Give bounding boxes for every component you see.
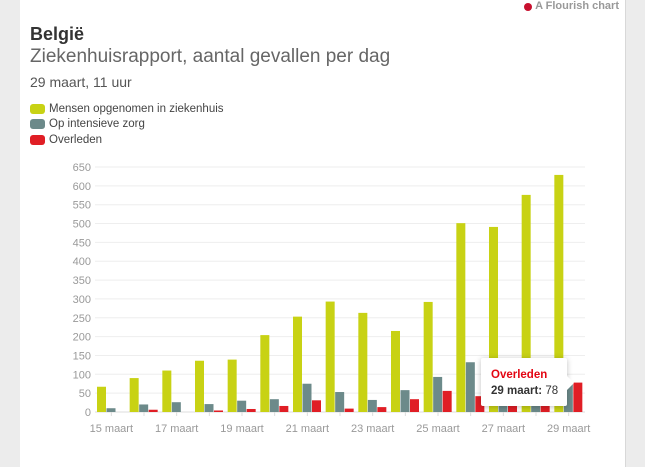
y-tick-label: 250 xyxy=(73,313,91,325)
bar-op-intensieve-zorg xyxy=(563,383,573,412)
bar-op-intensieve-zorg xyxy=(106,408,116,412)
bar-mensen-opgenomen-in-ziekenhuis xyxy=(554,174,564,412)
bar-mensen-opgenomen-in-ziekenhuis xyxy=(260,335,270,412)
legend-label: Op intensieve zorg xyxy=(49,118,145,131)
tooltip: Overleden 29 maart: 78 xyxy=(481,358,574,406)
legend-swatch xyxy=(30,134,45,145)
legend-item-overleden[interactable]: Overleden xyxy=(30,132,224,148)
bar-op-intensieve-zorg xyxy=(139,404,149,412)
x-tick-label: 23 maart xyxy=(351,423,394,435)
x-tick-label: 29 maart xyxy=(547,423,590,435)
y-tick-label: 0 xyxy=(85,407,91,419)
bar-overleden xyxy=(344,408,354,412)
bar-overleden xyxy=(377,407,387,412)
tooltip-series: Overleden xyxy=(491,369,548,381)
legend-swatch xyxy=(30,119,45,130)
y-tick-label: 150 xyxy=(73,350,91,362)
bar-op-intensieve-zorg xyxy=(433,376,443,412)
bar-overleden xyxy=(148,409,158,412)
x-tick-label: 15 maart xyxy=(90,423,133,435)
chart-title: België xyxy=(30,24,85,44)
bar-mensen-opgenomen-in-ziekenhuis xyxy=(162,370,172,412)
x-tick-label: 17 maart xyxy=(155,423,198,435)
bar-op-intensieve-zorg xyxy=(465,362,475,412)
bar-overleden xyxy=(214,410,223,412)
bar-mensen-opgenomen-in-ziekenhuis xyxy=(358,312,368,412)
bar-mensen-opgenomen-in-ziekenhuis xyxy=(227,359,237,412)
credit-text: A Flourish chart xyxy=(535,0,619,12)
chart-subtitle: Ziekenhuisrapport, aantal gevallen per d… xyxy=(30,46,391,67)
bar-overleden xyxy=(475,396,485,412)
y-tick-label: 650 xyxy=(73,162,91,174)
bar-mensen-opgenomen-in-ziekenhuis xyxy=(521,194,531,412)
bar-mensen-opgenomen-in-ziekenhuis xyxy=(489,226,498,412)
bar-op-intensieve-zorg xyxy=(171,402,181,412)
bar-overleden xyxy=(442,390,452,412)
x-tick-label: 25 maart xyxy=(416,423,459,435)
y-tick-label: 500 xyxy=(73,219,91,231)
bar-op-intensieve-zorg xyxy=(400,390,410,412)
bar-overleden xyxy=(279,405,289,412)
legend: Mensen opgenomen in ziekenhuis Op intens… xyxy=(30,101,224,148)
chart-note: 29 maart, 11 uur xyxy=(30,74,132,90)
flourish-credit-link[interactable]: A Flourish chart xyxy=(524,0,619,13)
flourish-logo-icon xyxy=(524,2,533,11)
bar-op-intensieve-zorg xyxy=(367,399,377,412)
tooltip-value: 78 xyxy=(545,385,559,397)
bar-mensen-opgenomen-in-ziekenhuis xyxy=(456,223,466,412)
y-tick-label: 100 xyxy=(73,369,91,381)
bar-op-intensieve-zorg xyxy=(335,392,345,412)
bar-mensen-opgenomen-in-ziekenhuis xyxy=(97,386,106,412)
bar-op-intensieve-zorg xyxy=(302,383,312,412)
bar-mensen-opgenomen-in-ziekenhuis xyxy=(293,316,302,412)
y-tick-label: 550 xyxy=(73,200,91,212)
x-tick-label: 19 maart xyxy=(220,423,263,435)
bar-overleden xyxy=(246,408,256,412)
bar-mensen-opgenomen-in-ziekenhuis xyxy=(423,301,433,412)
legend-label: Overleden xyxy=(49,133,103,146)
bar-overleden xyxy=(312,400,321,412)
bar-mensen-opgenomen-in-ziekenhuis xyxy=(195,360,204,412)
bar-op-intensieve-zorg xyxy=(204,404,214,412)
legend-item-intensieve-zorg[interactable]: Op intensieve zorg xyxy=(30,117,224,133)
legend-label: Mensen opgenomen in ziekenhuis xyxy=(49,102,224,115)
legend-swatch xyxy=(30,103,45,114)
bar-overleden xyxy=(410,399,419,412)
bar-op-intensieve-zorg xyxy=(237,400,247,412)
bar-mensen-opgenomen-in-ziekenhuis xyxy=(129,378,139,412)
bar-overleden xyxy=(573,382,583,412)
bar-mensen-opgenomen-in-ziekenhuis xyxy=(391,330,400,412)
tooltip-line: 29 maart: 78 xyxy=(491,385,558,397)
bar-op-intensieve-zorg xyxy=(269,399,279,412)
y-tick-label: 450 xyxy=(73,237,91,249)
y-tick-label: 600 xyxy=(73,181,91,193)
bar-mensen-opgenomen-in-ziekenhuis xyxy=(325,301,335,412)
y-tick-label: 400 xyxy=(73,256,91,268)
y-tick-label: 200 xyxy=(73,332,91,344)
legend-item-ziekenhuis[interactable]: Mensen opgenomen in ziekenhuis xyxy=(30,101,224,117)
y-tick-label: 300 xyxy=(73,294,91,306)
y-tick-label: 350 xyxy=(73,275,91,287)
tooltip-date: 29 maart: xyxy=(491,385,543,397)
x-tick-label: 21 maart xyxy=(286,423,329,435)
x-tick-label: 27 maart xyxy=(482,423,525,435)
y-tick-label: 50 xyxy=(79,388,91,400)
